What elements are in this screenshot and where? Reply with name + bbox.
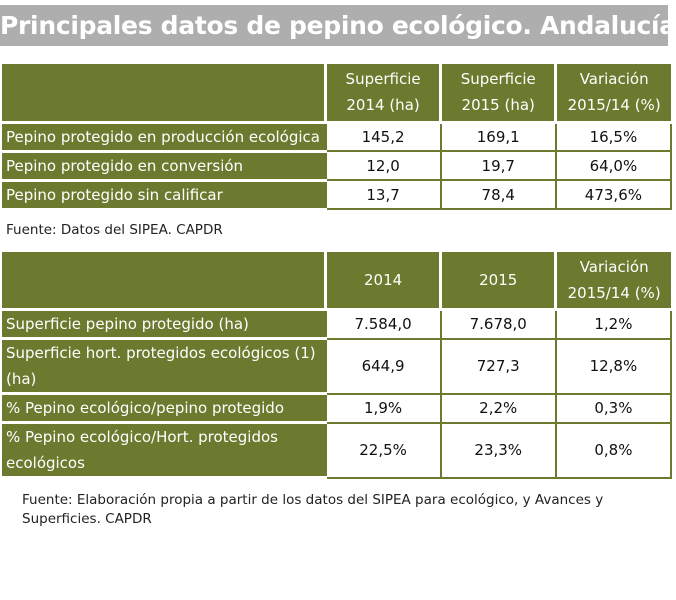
cell-2015: 19,7	[439, 150, 557, 181]
row-label: % Pepino ecológico/pepino protegido	[2, 393, 326, 424]
cell-variation: 12,8%	[554, 337, 673, 395]
cell-2014: 145,2	[324, 121, 442, 152]
cell-2015: 23,3%	[439, 421, 557, 479]
source-note-1: Fuente: Datos del SIPEA. CAPDR	[6, 221, 223, 238]
row-label: Pepino protegido sin calificar	[2, 180, 326, 211]
table-row: % Pepino ecológico/Hort. protegidos ecol…	[2, 421, 673, 479]
header-empty	[2, 251, 326, 311]
table-organic-cucumber-area: Superficie 2014 (ha) Superficie 2015 (ha…	[2, 64, 673, 211]
header-variation: Variación 2015/14 (%)	[554, 251, 671, 311]
cell-2014: 7.584,0	[324, 308, 442, 340]
source-note-2: Fuente: Elaboración propia a partir de l…	[22, 492, 604, 527]
cell-variation: 1,2%	[554, 308, 673, 340]
row-label: Pepino protegido en producción ecológica	[2, 122, 326, 153]
cell-2015: 78,4	[439, 179, 557, 210]
cell-2014: 22,5%	[324, 421, 442, 479]
cell-2014: 13,7	[324, 179, 442, 210]
header-2014: 2014	[323, 251, 441, 311]
header-empty	[2, 64, 326, 124]
row-label: % Pepino ecológico/Hort. protegidos ecol…	[2, 422, 326, 479]
table-row: Superficie hort. protegidos ecológicos (…	[2, 337, 673, 395]
header-2015: 2015	[439, 251, 556, 311]
row-label: Pepino protegido en conversión	[2, 151, 326, 182]
cell-2015: 7.678,0	[439, 308, 557, 340]
table-row: Pepino protegido en producción ecológica…	[2, 121, 673, 153]
cell-variation: 16,5%	[554, 121, 673, 152]
cell-variation: 0,3%	[554, 392, 673, 424]
table-row: Pepino protegido en conversión 12,0 19,7…	[2, 150, 673, 182]
cell-2015: 169,1	[439, 121, 557, 152]
cell-2014: 1,9%	[324, 392, 442, 424]
table-header-row: 2014 2015 Variación 2015/14 (%)	[2, 251, 671, 311]
cell-variation: 473,6%	[554, 179, 673, 210]
cell-2015: 2,2%	[439, 392, 557, 424]
row-label: Superficie pepino protegido (ha)	[2, 309, 326, 340]
table-row: Pepino protegido sin calificar 13,7 78,4…	[2, 179, 673, 211]
cell-variation: 64,0%	[554, 150, 673, 181]
cell-2014: 12,0	[324, 150, 442, 181]
page-title: Principales datos de pepino ecológico. A…	[0, 5, 668, 46]
row-label: Superficie hort. protegidos ecológicos (…	[2, 338, 326, 395]
page: Principales datos de pepino ecológico. A…	[0, 5, 673, 527]
cell-variation: 0,8%	[554, 421, 673, 479]
table-row: Superficie pepino protegido (ha) 7.584,0…	[2, 308, 673, 340]
table-row: % Pepino ecológico/pepino protegido 1,9%…	[2, 392, 673, 424]
table-header-row: Superficie 2014 (ha) Superficie 2015 (ha…	[2, 64, 671, 124]
table-organic-cucumber-share: 2014 2015 Variación 2015/14 (%) Superfic…	[2, 251, 673, 479]
cell-2014: 644,9	[324, 337, 442, 395]
cell-2015: 727,3	[439, 337, 557, 395]
header-variation: Variación 2015/14 (%)	[554, 64, 671, 124]
header-2015: Superficie 2015 (ha)	[439, 64, 556, 124]
header-2014: Superficie 2014 (ha)	[323, 64, 441, 124]
